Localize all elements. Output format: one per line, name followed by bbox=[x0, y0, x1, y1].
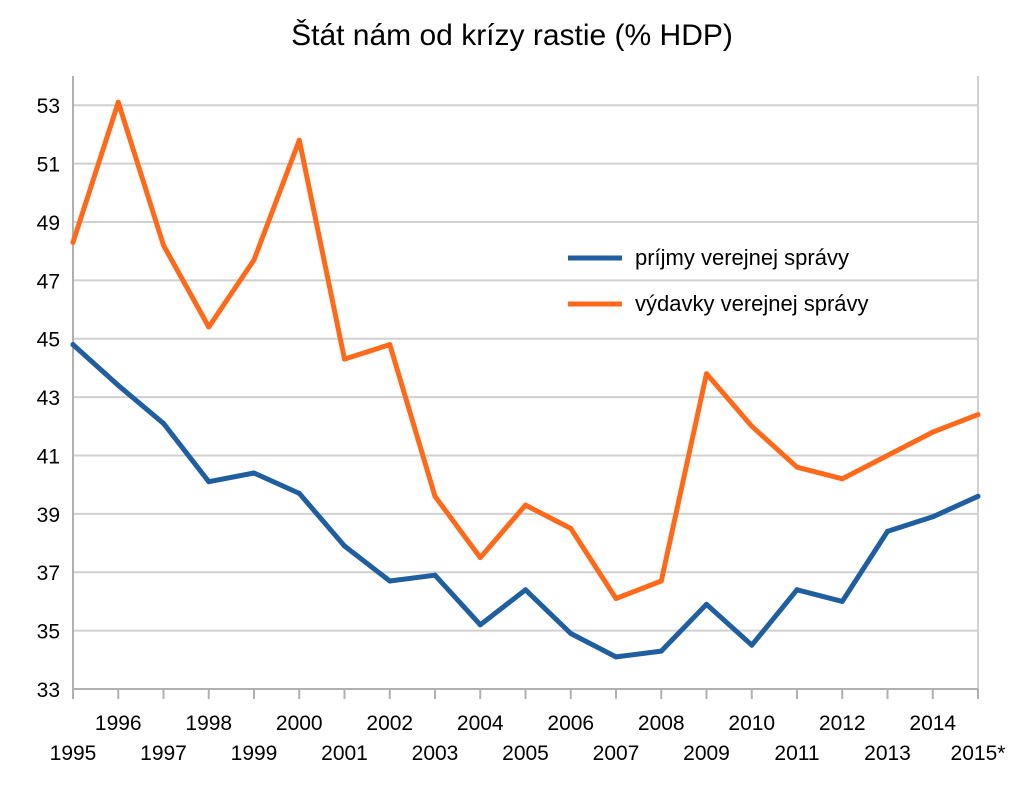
x-axis-ticks: 1995 1996 1997 1998 1999 2000 2001 2002 2003 2004… bbox=[50, 689, 1006, 765]
x-tick-label: 2005 bbox=[502, 742, 549, 765]
data-point bbox=[161, 420, 166, 426]
x-tick-label: 2014 bbox=[909, 712, 956, 735]
data-point bbox=[794, 464, 800, 470]
y-tick-label: 43 bbox=[37, 387, 60, 410]
data-point bbox=[749, 423, 755, 429]
data-point bbox=[115, 99, 121, 105]
y-tick-label: 37 bbox=[37, 562, 60, 585]
x-tick-label: 2002 bbox=[366, 712, 413, 735]
data-point bbox=[342, 543, 347, 549]
y-tick-label: 47 bbox=[37, 270, 60, 293]
x-tick-label: 2011 bbox=[774, 742, 819, 765]
data-point bbox=[658, 578, 664, 584]
x-tick-label: 2010 bbox=[728, 712, 775, 735]
data-point bbox=[613, 654, 619, 660]
y-tick-label: 51 bbox=[37, 154, 60, 177]
data-point bbox=[975, 493, 981, 499]
data-point bbox=[342, 356, 347, 362]
data-point bbox=[432, 493, 438, 499]
data-point bbox=[839, 476, 845, 482]
x-tick-label: 2008 bbox=[638, 712, 685, 735]
data-point bbox=[115, 382, 121, 388]
data-point bbox=[477, 622, 483, 628]
x-tick-label: 1999 bbox=[231, 742, 278, 765]
x-tick-label: 1997 bbox=[140, 742, 187, 765]
x-tick-label: 2006 bbox=[547, 712, 594, 735]
x-tick-label: 2004 bbox=[457, 712, 504, 735]
x-tick-label: 2007 bbox=[593, 742, 640, 765]
data-point bbox=[296, 490, 302, 496]
x-tick-label: 2013 bbox=[864, 742, 911, 765]
data-point bbox=[839, 598, 845, 604]
data-point bbox=[387, 578, 393, 584]
data-point bbox=[523, 502, 528, 508]
series-lines bbox=[70, 99, 981, 660]
data-point bbox=[251, 470, 257, 476]
data-point bbox=[930, 514, 936, 520]
x-tick-label: 1995 bbox=[50, 742, 97, 765]
x-tick-label: 1998 bbox=[185, 712, 232, 735]
data-point bbox=[658, 648, 664, 654]
legend: príjmy verejnej správy výdavky verejnej s… bbox=[568, 245, 869, 316]
y-tick-label: 39 bbox=[37, 504, 60, 527]
y-tick-label: 45 bbox=[37, 329, 60, 352]
data-point bbox=[613, 596, 619, 602]
data-point bbox=[206, 479, 212, 485]
data-point bbox=[975, 412, 981, 418]
data-point bbox=[794, 587, 800, 593]
data-point bbox=[930, 429, 936, 435]
data-point bbox=[568, 631, 574, 637]
data-point bbox=[432, 572, 438, 578]
data-point bbox=[296, 137, 302, 143]
x-tick-label: 2003 bbox=[412, 742, 459, 765]
chart-title: Štát nám od krízy rastie (% HDP) bbox=[291, 18, 733, 52]
data-point bbox=[387, 342, 393, 348]
data-point bbox=[885, 452, 890, 458]
y-tick-label: 35 bbox=[37, 621, 60, 644]
series-line-2 bbox=[70, 99, 981, 601]
data-point bbox=[749, 642, 755, 648]
x-tick-label: 1996 bbox=[95, 712, 142, 735]
x-tick-label: 2001 bbox=[321, 742, 368, 765]
series-line-1 bbox=[70, 342, 981, 660]
x-tick-label: 2012 bbox=[819, 712, 866, 735]
data-point bbox=[477, 555, 483, 561]
data-point bbox=[523, 587, 528, 593]
data-point bbox=[206, 324, 212, 330]
y-tick-label: 33 bbox=[37, 679, 60, 702]
data-point bbox=[161, 242, 166, 248]
data-point bbox=[885, 528, 890, 534]
legend-label: príjmy verejnej správy bbox=[635, 245, 849, 270]
x-tick-label: 2000 bbox=[276, 712, 323, 735]
data-point bbox=[568, 525, 574, 531]
data-point bbox=[251, 257, 257, 263]
legend-label: výdavky verejnej správy bbox=[635, 291, 869, 316]
data-point bbox=[70, 239, 76, 245]
data-point bbox=[70, 342, 76, 348]
x-tick-label: 2015* bbox=[951, 742, 1006, 765]
y-tick-label: 41 bbox=[37, 445, 60, 468]
y-tick-label: 53 bbox=[37, 95, 60, 118]
data-point bbox=[704, 371, 709, 377]
data-point bbox=[704, 601, 709, 607]
y-tick-label: 49 bbox=[37, 212, 60, 235]
x-tick-label: 2009 bbox=[683, 742, 730, 765]
y-axis-ticks: 33 35 37 39 41 43 45 47 49 51 53 bbox=[37, 95, 60, 702]
